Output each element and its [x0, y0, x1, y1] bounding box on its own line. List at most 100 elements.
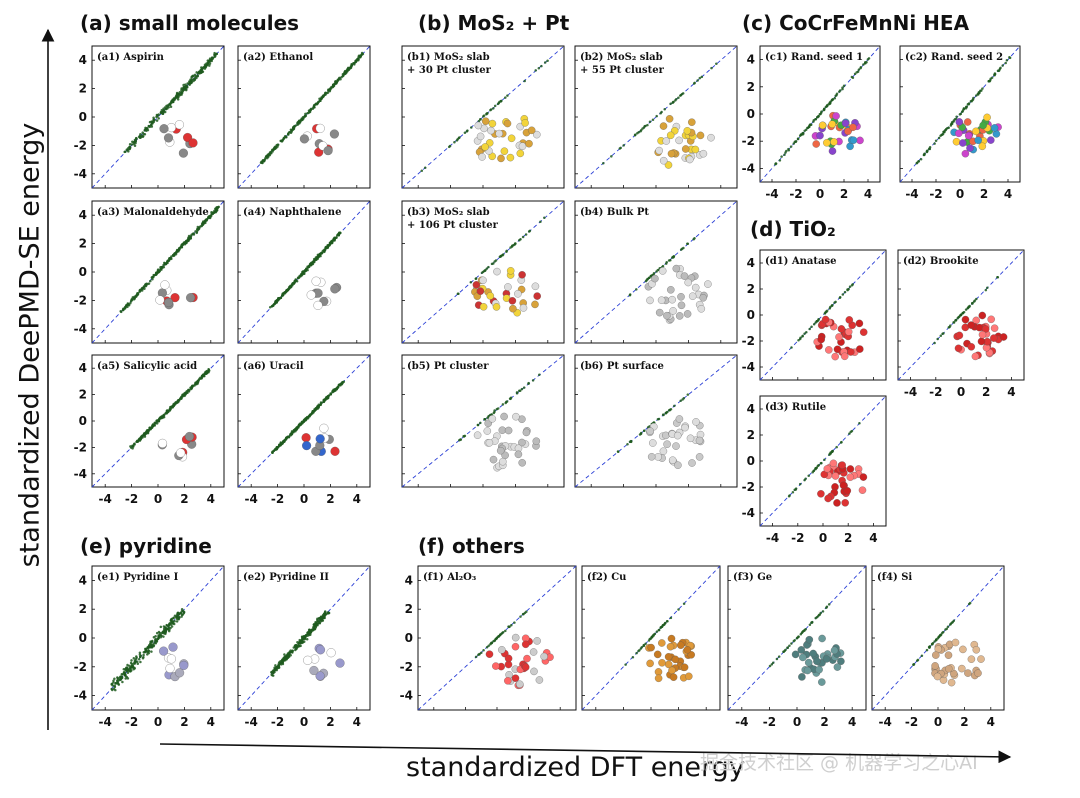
data-point [933, 640, 936, 643]
inset-atom [833, 499, 841, 507]
data-point [956, 317, 959, 320]
panel-f4: -4 -2 0 2 4 (f4) Si [871, 565, 1005, 729]
data-point [655, 114, 658, 118]
data-point [423, 166, 427, 170]
data-point [820, 110, 823, 113]
inset-atom [335, 658, 345, 668]
panel-label: (a5) Salicylic acid [97, 361, 197, 372]
data-point [197, 71, 201, 74]
inset-atom [155, 295, 165, 305]
inset-atom [692, 418, 700, 426]
data-point [208, 64, 211, 67]
inset-atom [797, 646, 806, 654]
data-point [492, 107, 495, 110]
data-point [780, 155, 783, 158]
data-point [262, 159, 266, 162]
inset-atom [301, 433, 311, 443]
inset-atom [329, 129, 339, 139]
data-point [304, 417, 307, 421]
data-point [150, 640, 154, 644]
panel-frame [759, 395, 887, 527]
data-point [917, 159, 921, 163]
data-point [311, 628, 315, 632]
inset-atom [533, 130, 541, 139]
data-point [132, 657, 136, 660]
data-point [682, 602, 686, 606]
data-point [858, 421, 861, 425]
data-point [624, 663, 627, 666]
data-point [147, 649, 151, 653]
data-point [339, 382, 343, 385]
inset-atom [170, 293, 180, 303]
inset-atom [828, 120, 836, 128]
inset-atom [933, 672, 942, 681]
data-point [187, 237, 190, 240]
data-point [637, 130, 640, 134]
data-point [114, 682, 117, 685]
data-point [131, 444, 135, 448]
x-tick-label: -2 [271, 492, 284, 506]
data-point [791, 491, 795, 494]
data-point [497, 634, 500, 638]
data-point [955, 115, 958, 119]
inset-atom [809, 649, 817, 658]
data-point [139, 654, 142, 657]
inset-atom [947, 678, 956, 687]
x-tick-label: -2 [763, 715, 776, 729]
data-point [207, 371, 210, 374]
data-point [318, 621, 321, 624]
y-tick-label: -4 [742, 506, 755, 520]
data-point [770, 663, 774, 666]
data-point [927, 147, 931, 151]
data-point [971, 98, 975, 101]
data-point [336, 385, 340, 389]
data-point [312, 106, 315, 109]
y-tick-label: -2 [742, 134, 755, 148]
data-point [281, 139, 284, 142]
section-title-a: (a) small molecules [80, 11, 299, 35]
y-tick-label: 4 [747, 402, 755, 416]
data-point [116, 680, 120, 683]
data-point [164, 262, 168, 265]
data-point [331, 85, 335, 89]
parity-line [237, 200, 371, 344]
data-point [150, 125, 154, 128]
data-point [819, 611, 822, 615]
inset-atom [485, 650, 494, 658]
inset-atom [500, 412, 508, 421]
data-point [276, 143, 279, 146]
data-point [679, 399, 682, 402]
inset-atom [483, 427, 492, 435]
data-point [824, 310, 828, 313]
data-point [841, 293, 845, 296]
panel-d3: -4 -2 0 2 4 -4 -2 0 2 4 (d3) Rutile [742, 395, 887, 545]
inset-atom [529, 648, 538, 656]
data-point [343, 69, 347, 73]
data-point [1001, 64, 1004, 67]
inset-atom [523, 654, 531, 663]
data-point [505, 400, 509, 403]
inset-atom [704, 280, 712, 288]
data-point [653, 632, 657, 636]
data-point [786, 646, 789, 650]
inset-atom [677, 641, 685, 649]
data-point [453, 140, 456, 144]
data-point [637, 649, 640, 653]
panel-c1: -4 -2 0 2 4 -4 -2 0 2 4 (c1) Rand. seed 1 [742, 45, 881, 201]
inset-atom [309, 665, 319, 676]
data-point [515, 391, 519, 395]
data-point [492, 262, 495, 265]
panel-e1: -4 -2 0 2 4 -4 -2 0 2 4 (e1) Pyridine I [74, 565, 225, 729]
inset-atom [306, 290, 316, 300]
inset-atom [817, 490, 825, 498]
data-point [335, 236, 338, 239]
data-point [521, 235, 525, 239]
data-point [864, 62, 867, 65]
data-point [289, 434, 292, 437]
inset-atom [315, 123, 325, 133]
data-point [333, 388, 337, 391]
data-point [629, 439, 633, 443]
inset-atom [511, 642, 520, 651]
data-point [168, 257, 171, 260]
